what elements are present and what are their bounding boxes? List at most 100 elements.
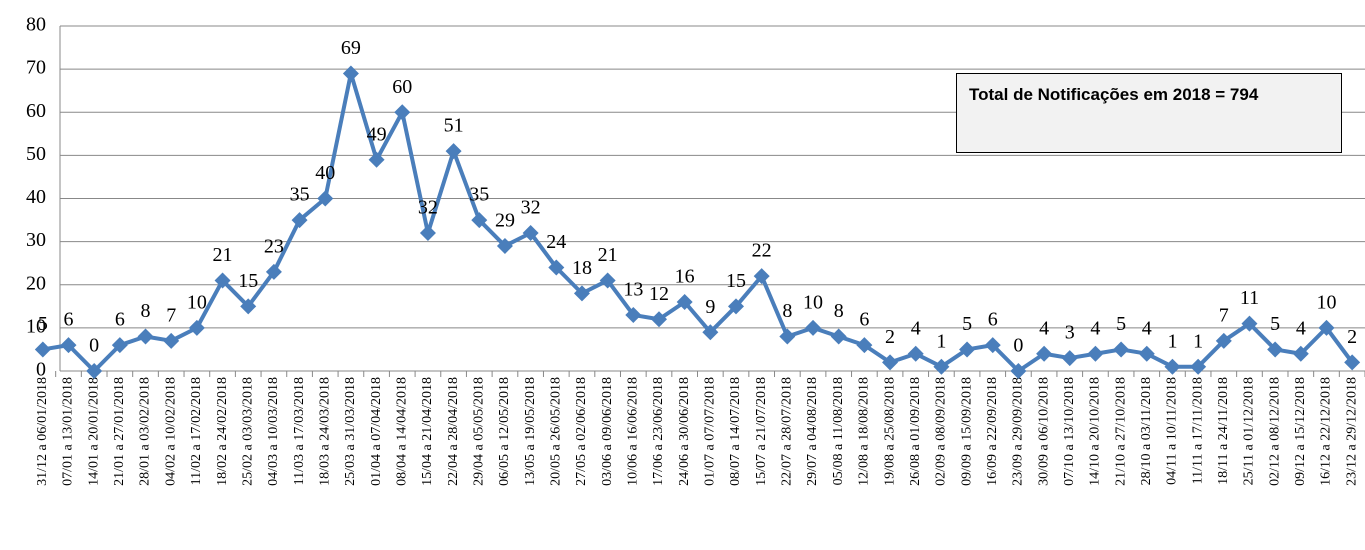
x-tick-label: 27/05 a 02/06/2018 (574, 377, 589, 486)
x-tick-label: 21/01 a 27/01/2018 (112, 377, 127, 486)
x-tick-label: 08/07 a 14/07/2018 (728, 377, 743, 486)
x-tick-label: 09/09 a 15/09/2018 (959, 377, 974, 486)
data-label: 32 (521, 197, 541, 219)
data-label: 16 (675, 266, 695, 288)
x-tick-label: 08/04 a 14/04/2018 (394, 377, 409, 486)
data-label: 24 (546, 231, 566, 253)
x-tick-label: 07/10 a 13/10/2018 (1062, 377, 1077, 486)
x-tick-label: 04/03 a 10/03/2018 (266, 377, 281, 486)
data-label: 23 (264, 235, 284, 257)
x-tick-label: 22/04 a 28/04/2018 (446, 377, 461, 486)
y-tick-label: 70 (26, 57, 46, 79)
x-tick-label: 13/05 a 19/05/2018 (523, 377, 538, 486)
x-tick-label: 02/12 a 08/12/2018 (1267, 377, 1282, 486)
data-label: 5 (1270, 313, 1280, 335)
x-tick-label: 11/02 a 17/02/2018 (189, 377, 204, 485)
x-tick-label: 14/10 a 20/10/2018 (1088, 377, 1103, 486)
data-label: 21 (213, 244, 233, 266)
x-tick-label: 29/04 a 05/05/2018 (471, 377, 486, 486)
data-label: 1 (936, 330, 946, 352)
x-tick-label: 11/03 a 17/03/2018 (292, 377, 307, 485)
data-label: 40 (315, 162, 335, 184)
data-label: 12 (649, 283, 669, 305)
data-label: 9 (705, 296, 715, 318)
point (138, 329, 154, 345)
y-tick-label: 20 (26, 272, 46, 294)
data-label: 10 (187, 291, 207, 313)
point (420, 225, 436, 241)
x-tick-label: 25/03 a 31/03/2018 (343, 377, 358, 486)
data-label: 6 (988, 309, 998, 331)
y-tick-label: 30 (26, 229, 46, 251)
data-label: 10 (803, 291, 823, 313)
y-tick-label: 80 (26, 14, 46, 36)
x-tick-label: 22/07 a 28/07/2018 (780, 377, 795, 486)
x-tick-label: 06/05 a 12/05/2018 (497, 377, 512, 486)
data-label: 4 (1039, 317, 1049, 339)
data-label: 35 (469, 184, 489, 206)
data-label: 1 (1167, 330, 1177, 352)
x-tick-label: 02/09 a 08/09/2018 (934, 377, 949, 486)
data-label: 51 (444, 115, 464, 137)
data-label: 7 (166, 304, 176, 326)
x-tick-label: 29/07 a 04/08/2018 (805, 377, 820, 486)
x-tick-label: 12/08 a 18/08/2018 (857, 377, 872, 486)
x-tick-label: 15/04 a 21/04/2018 (420, 377, 435, 486)
data-label: 2 (885, 326, 895, 348)
point (189, 320, 205, 336)
x-tick-label: 24/06 a 30/06/2018 (677, 377, 692, 486)
data-label: 6 (115, 309, 125, 331)
y-tick-label: 40 (26, 186, 46, 208)
data-label: 5 (962, 313, 972, 335)
x-tick-label: 05/08 a 11/08/2018 (831, 377, 846, 485)
data-label: 60 (392, 76, 412, 98)
x-tick-label: 16/12 a 22/12/2018 (1319, 377, 1334, 486)
x-tick-label: 01/04 a 07/04/2018 (369, 377, 384, 486)
point (35, 341, 51, 357)
x-tick-label: 14/01 a 20/01/2018 (86, 377, 101, 486)
data-label: 2 (1347, 326, 1357, 348)
point (1087, 346, 1103, 362)
x-tick-label: 25/11 a 01/12/2018 (1242, 377, 1257, 485)
point (805, 320, 821, 336)
data-label: 69 (341, 37, 361, 59)
data-label: 5 (1116, 313, 1126, 335)
point (1062, 350, 1078, 366)
x-tick-label: 20/05 a 26/05/2018 (549, 377, 564, 486)
x-tick-label: 18/11 a 24/11/2018 (1216, 377, 1231, 485)
data-label: 0 (1013, 335, 1023, 357)
y-tick-label: 60 (26, 100, 46, 122)
data-label: 0 (89, 335, 99, 357)
data-label: 6 (64, 309, 74, 331)
data-label: 11 (1240, 287, 1259, 309)
data-label: 22 (752, 240, 772, 262)
data-label: 29 (495, 210, 515, 232)
x-tick-label: 15/07 a 21/07/2018 (754, 377, 769, 486)
data-label: 4 (1090, 317, 1100, 339)
point (446, 143, 462, 159)
data-label: 3 (1065, 322, 1075, 344)
x-tick-label: 28/01 a 03/02/2018 (138, 377, 153, 486)
data-label: 49 (367, 123, 387, 145)
page: 0102030405060708031/12 a 06/01/201807/01… (0, 0, 1365, 550)
data-label: 8 (834, 300, 844, 322)
data-label: 8 (782, 300, 792, 322)
x-tick-label: 21/10 a 27/10/2018 (1113, 377, 1128, 486)
point (1113, 341, 1129, 357)
data-label: 32 (418, 197, 438, 219)
x-tick-label: 31/12 a 06/01/2018 (35, 377, 50, 486)
data-label: 35 (290, 184, 310, 206)
x-tick-label: 26/08 a 01/09/2018 (908, 377, 923, 486)
data-label: 4 (911, 317, 921, 339)
data-label: 1 (1193, 330, 1203, 352)
x-tick-label: 17/06 a 23/06/2018 (651, 377, 666, 486)
point (369, 152, 385, 168)
x-tick-label: 25/02 a 03/03/2018 (240, 377, 255, 486)
point (394, 104, 410, 120)
x-tick-label: 04/02 a 10/02/2018 (163, 377, 178, 486)
x-tick-label: 01/07 a 07/07/2018 (703, 377, 718, 486)
x-tick-label: 10/06 a 16/06/2018 (626, 377, 641, 486)
x-tick-label: 18/03 a 24/03/2018 (317, 377, 332, 486)
point (779, 329, 795, 345)
point (1139, 346, 1155, 362)
